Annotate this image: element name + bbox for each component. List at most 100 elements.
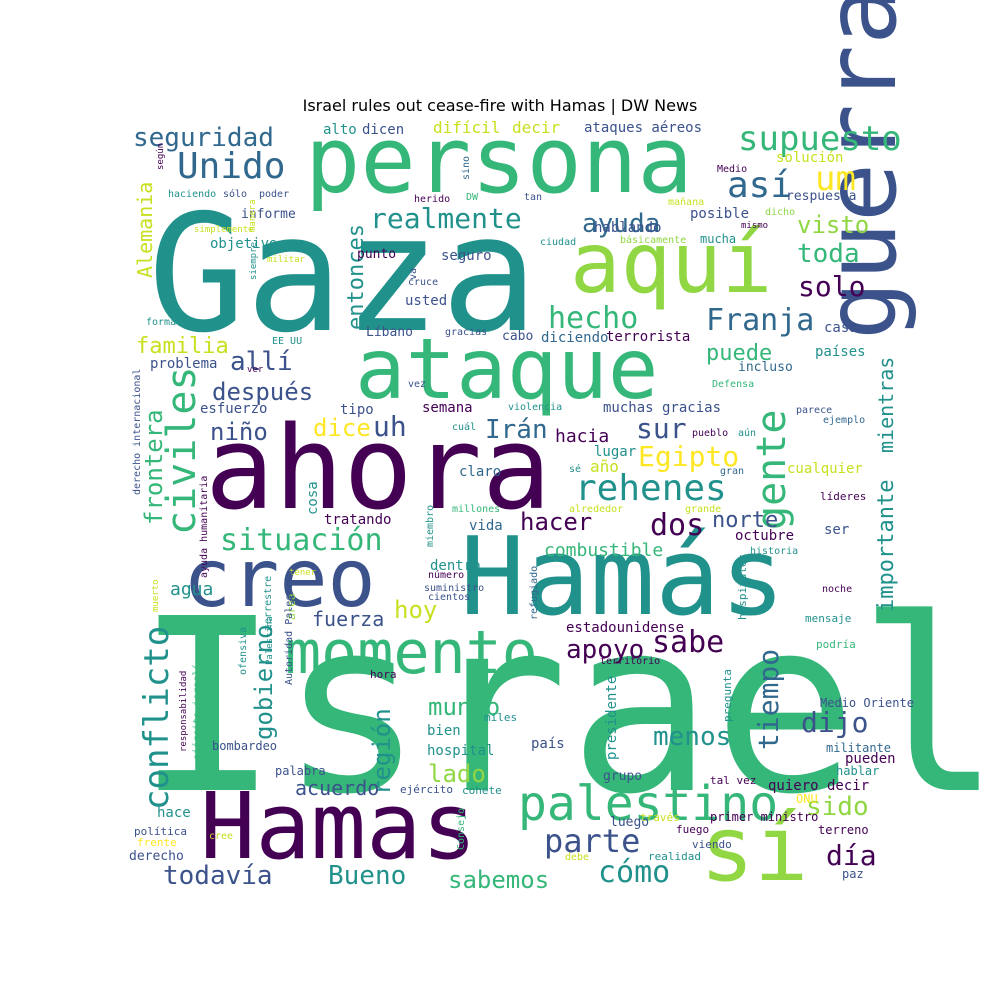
cloud-word: ayuda humanitaria [199, 476, 210, 578]
cloud-word: gran [720, 466, 744, 477]
cloud-word: sí [700, 797, 808, 902]
cloud-word: dicho [765, 207, 795, 218]
cloud-word: líderes [820, 490, 866, 503]
cloud-word: sino [461, 156, 472, 180]
cloud-word: hospitales [736, 554, 749, 620]
cloud-word: casa [824, 320, 858, 336]
cloud-word: EE UU [272, 336, 302, 347]
cloud-word: sabe [652, 625, 724, 660]
cloud-word: paz [842, 867, 864, 881]
cloud-word: ataque [355, 320, 658, 418]
cloud-word: ataques aéreos [584, 120, 702, 136]
cloud-word: tiempo [752, 649, 785, 750]
cloud-word: Egipto [638, 440, 739, 473]
cloud-word: sido [806, 792, 869, 822]
cloud-word: lado [428, 760, 486, 788]
cloud-word: simplemente [194, 225, 254, 235]
cloud-word: menos [653, 722, 731, 752]
cloud-word: norte [712, 508, 778, 533]
cloud-word: ser [824, 522, 849, 538]
cloud-word: estadounidense [566, 620, 684, 636]
cloud-word: realmente [370, 202, 522, 235]
cloud-word: tal vez [710, 774, 756, 787]
cloud-word: punto [357, 247, 396, 262]
cloud-word: cuál [452, 421, 476, 433]
cloud-word: hecho [548, 301, 638, 336]
cloud-word: grupo [603, 769, 642, 784]
cloud-word: mañana [668, 197, 704, 208]
cloud-word: tener [289, 568, 317, 578]
cloud-word: mientras [874, 357, 898, 453]
cloud-word: bien [427, 723, 461, 739]
cloud-word: suministro [424, 583, 484, 594]
cloud-word: muerto [151, 579, 161, 612]
cloud-word: hospital [427, 743, 494, 759]
cloud-word: difícil [433, 118, 500, 137]
cloud-word: básicamente [620, 234, 686, 246]
cloud-word: Franja [706, 303, 814, 338]
cloud-word: familia [136, 334, 229, 359]
cloud-word: sólo [223, 188, 247, 200]
cloud-word: dentro [430, 558, 481, 574]
cloud-word: viendo [692, 838, 732, 851]
cloud-word: civiles [159, 366, 205, 535]
cloud-word: Medio [717, 164, 747, 175]
cloud-word: Unido [177, 146, 285, 187]
cloud-word: ahora [205, 402, 551, 536]
cloud-word: um [815, 159, 856, 199]
cloud-word: todavía [163, 861, 273, 891]
cloud-word: palestino [518, 776, 778, 832]
cloud-word: posible [690, 206, 749, 222]
cloud-word: dijo [801, 706, 868, 739]
cloud-word: tan [524, 192, 542, 203]
cloud-word: parte [544, 822, 640, 860]
cloud-word: región [368, 708, 396, 795]
cloud-word: alto [323, 122, 357, 138]
cloud-word: hoy [394, 596, 437, 624]
cloud-word: hace [157, 805, 191, 821]
cloud-word: militar [267, 255, 306, 265]
cloud-word: ejército [400, 783, 453, 796]
cloud-word: terrorista [606, 329, 690, 345]
cloud-word: Autoridad Palestina [284, 571, 295, 685]
cloud-word: luego [610, 815, 649, 830]
cloud-word: usted [405, 293, 447, 309]
cloud-word: conflicto [137, 626, 177, 810]
cloud-word: vida [469, 518, 503, 534]
cloud-word: importante [874, 480, 899, 612]
cloud-word: pueden [845, 751, 896, 767]
cloud-word: fuego [676, 823, 709, 836]
cloud-word: ciudad [540, 237, 576, 248]
cloud-word: supuesto [738, 119, 902, 159]
cloud-word: entonces [344, 224, 369, 330]
cloud-word: terrestre [263, 576, 274, 630]
cloud-word: frente [137, 836, 177, 849]
cloud-word: violencia [508, 402, 562, 413]
cloud-word: Hamas [200, 773, 477, 880]
cloud-word: pregunta [721, 669, 734, 722]
cloud-word: lugar [594, 444, 636, 460]
cloud-word: frontera [140, 409, 168, 525]
cloud-word: Bueno [328, 861, 406, 891]
cloud-word: combustible [544, 540, 663, 561]
cloud-word: alrededor [569, 504, 623, 515]
cloud-word: forma [146, 317, 176, 328]
cloud-word: mundo [428, 693, 500, 721]
cloud-word: toda [797, 239, 860, 269]
cloud-word: respuesta [786, 189, 856, 204]
cloud-word: número [428, 569, 464, 581]
cloud-word: problema [150, 356, 217, 372]
cloud-word: hablar [836, 764, 879, 778]
cloud-word: acuerdo [295, 776, 379, 800]
cloud-word: Irán [485, 415, 548, 445]
cloud-word: miembro [425, 505, 436, 547]
cloud-word: Alemania [133, 182, 157, 278]
cloud-word: Defensa [712, 379, 754, 390]
cloud-word: fuerza [312, 607, 384, 631]
cloud-word: mismo [741, 221, 768, 231]
cloud-word: ONU [796, 792, 818, 806]
cloud-word: octubre [735, 528, 794, 544]
cloud-word: hablando [594, 220, 661, 236]
cloud-word: Gaza [148, 181, 538, 369]
